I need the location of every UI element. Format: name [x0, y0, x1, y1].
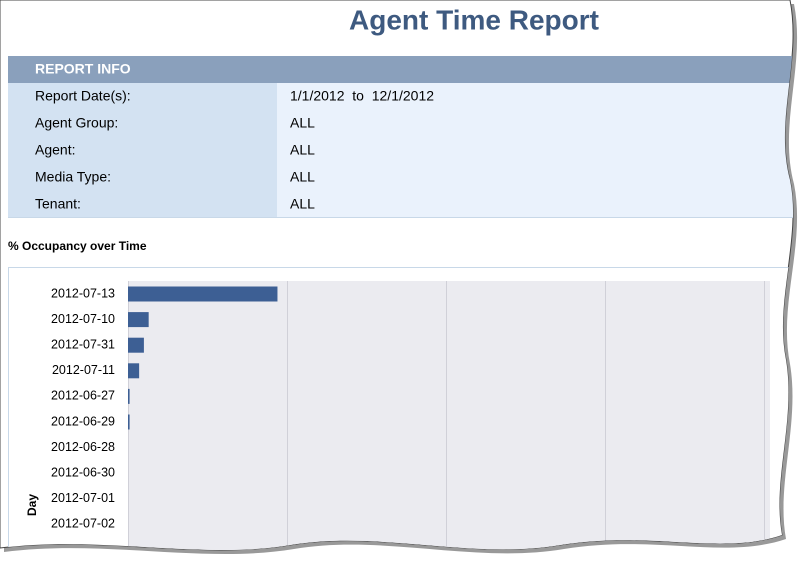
report-title: Agent Time Report: [349, 4, 599, 35]
info-value-cell: [277, 110, 798, 137]
report-content: Agent Time Report REPORT INFO Report Dat…: [8, 4, 800, 562]
bar: [128, 363, 139, 378]
info-value-cell: [277, 164, 798, 191]
y-tick-label: 2012-07-11: [52, 363, 115, 377]
info-value: 1/1/2012 to 12/1/2012: [290, 88, 434, 104]
info-label: Media Type:: [35, 169, 111, 185]
bar: [128, 338, 144, 353]
info-label: Report Date(s):: [35, 88, 131, 104]
y-tick-label: 2012-06-29: [51, 414, 115, 428]
bar: [128, 312, 149, 327]
y-tick-label: 2012-07-10: [51, 312, 115, 326]
info-value: ALL: [290, 169, 315, 185]
info-label: Agent:: [35, 142, 75, 158]
y-tick-label: 2012-07-31: [51, 337, 115, 351]
bar: [128, 389, 130, 404]
y-axis-label: Day: [25, 494, 39, 516]
info-label: Tenant:: [35, 196, 81, 212]
info-value: ALL: [290, 142, 315, 158]
y-tick-label: 2012-06-30: [51, 465, 115, 479]
y-tick-label: 2012-07-02: [51, 517, 115, 531]
info-label: Agent Group:: [35, 115, 118, 131]
bar: [128, 287, 277, 302]
plot-area: [128, 281, 770, 561]
info-heading: REPORT INFO: [35, 61, 131, 77]
info-value: ALL: [290, 115, 315, 131]
info-value-cell: [277, 137, 798, 164]
y-tick-label: 2012-07-13: [51, 286, 115, 300]
info-value-cell: [277, 191, 798, 218]
y-tick-label: 2012-07-01: [51, 491, 115, 505]
info-value: ALL: [290, 196, 315, 212]
bar: [128, 415, 130, 430]
chart-title: % Occupancy over Time: [8, 239, 147, 253]
y-tick-label: 2012-06-28: [51, 440, 115, 454]
info-rows: Report Date(s): 1/1/2012 to 12/1/2012 Agen…: [8, 83, 798, 218]
y-tick-label: 2012-06-27: [51, 389, 115, 403]
